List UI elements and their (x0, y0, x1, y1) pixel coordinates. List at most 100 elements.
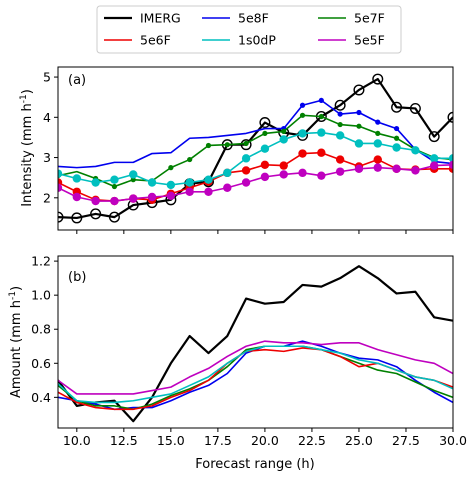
panel-a-point-5e7f (356, 123, 362, 129)
panel-a-point-5e7f (262, 130, 268, 137)
panel-a-series-line-5e8f (58, 99, 453, 169)
panel-a-point-5e5f (72, 192, 82, 202)
panel-b-y-axis-label: Amount (mm h-1) (8, 286, 24, 398)
panel-a-point-1s0dp (335, 131, 345, 140)
panel-a-point-5e7f (224, 142, 230, 148)
panel-a-point-5e7f (337, 121, 343, 128)
panel-a-point-imerg (90, 208, 102, 220)
panel-b-y-ticks: 0.4 0.6 0.8 1.0 1.2 (31, 254, 58, 405)
panel-a-y-tick-label: 3 (43, 150, 51, 165)
panel-a-y-tick-label: 5 (43, 70, 51, 85)
panel-b-series-line-5e5f (58, 340, 453, 395)
panel-b-series-line-1s0dp (58, 345, 453, 404)
panel-a-point-imerg (259, 117, 271, 129)
panel-b-x-tick-label: 15.0 (157, 433, 185, 448)
panel-a-point-5e7f (187, 156, 193, 163)
panel-a-point-5e7f (318, 113, 324, 120)
panel-b-x-tick-label: 17.5 (204, 433, 232, 448)
panel-a-point-5e6f (373, 155, 382, 164)
panel-a-point-5e5f (392, 164, 401, 174)
panel-b-frame (57, 255, 454, 429)
panel-b-x-tick-label: 10.0 (63, 433, 91, 448)
panel-a-point-1s0dp (72, 174, 82, 183)
panel-a-series (58, 73, 453, 224)
panel-a-point-5e5f (241, 178, 251, 187)
panel-a-point-5e8f (356, 109, 362, 116)
panel-a-point-5e8f (375, 119, 381, 125)
panel-a-point-1s0dp (223, 168, 232, 178)
panel-a-point-5e5f (279, 170, 288, 179)
panel-a-point-5e6f (279, 161, 288, 170)
panel-a-point-5e5f (298, 168, 307, 178)
panel-b-series-line-5e8f (58, 340, 453, 411)
panel-b-x-tick-label: 22.5 (298, 433, 326, 448)
panel-a-point-1s0dp (166, 180, 176, 190)
panel-a-point-5e7f (111, 183, 118, 190)
panel-a-point-5e5f (354, 164, 364, 174)
panel-a-point-1s0dp (91, 178, 100, 187)
x-axis-label: Forecast range (h) (195, 457, 314, 472)
panel-a-point-5e7f (168, 165, 174, 171)
panel-a-frame (57, 66, 454, 231)
legend-label-5e6f: 5e6F (140, 33, 171, 48)
panel-a-point-5e5f (317, 171, 326, 180)
panel-a-point-1s0dp (58, 169, 63, 178)
panel-b-x-tick-label: 20.0 (251, 433, 279, 448)
panel-a-point-imerg (409, 102, 421, 114)
panel-a-y-ticks: 2 3 4 5 (43, 70, 58, 205)
panel-a-point-1s0dp (298, 129, 307, 138)
panel-a-y-tick-label: 4 (43, 110, 51, 125)
panel-b-y-tick-label: 0.4 (31, 390, 51, 405)
panel-a-point-imerg (353, 84, 365, 96)
panel-a-point-5e6f (335, 155, 345, 164)
panel-a-point-5e7f (375, 130, 381, 137)
panel-a-point-5e5f (223, 183, 232, 192)
panel-a-point-5e5f (335, 167, 345, 176)
panel-a-series-line-5e5f (58, 164, 453, 202)
panel-a-y-tick-label: 2 (43, 190, 51, 205)
panel-a-point-imerg (71, 212, 83, 224)
panel-a-point-1s0dp (185, 178, 194, 187)
legend-label-5e5f: 5e5F (354, 33, 385, 48)
panel-b-label: (b) (68, 270, 86, 285)
panel-a-point-5e6f (260, 160, 270, 169)
panel-a-point-1s0dp (129, 170, 138, 179)
panel-a-point-5e5f (166, 191, 176, 200)
panel-a-point-5e5f (58, 183, 63, 192)
panel-a-point-5e5f (110, 196, 119, 206)
legend-label-5e8f: 5e8F (238, 11, 269, 26)
panel-a-point-imerg (108, 211, 120, 223)
panel-a-point-1s0dp (392, 143, 401, 152)
legend: IMERG 5e8F 5e7F 5e6F 1s0dP 5e5F (96, 5, 402, 54)
panel-a-label: (a) (68, 73, 86, 88)
panel-a-point-5e5f (129, 194, 138, 203)
panel-a-point-5e5f (429, 161, 439, 170)
panel-a-point-5e8f (337, 111, 343, 117)
panel-a-point-1s0dp (279, 135, 288, 144)
panel-a-point-imerg (240, 139, 252, 151)
panel-a-point-5e5f (204, 187, 213, 196)
panel-a-point-5e5f (260, 172, 270, 182)
panel-a-point-5e6f (241, 166, 251, 175)
panel-a-point-5e6f (317, 148, 326, 157)
panel-a-point-5e5f (373, 163, 382, 172)
panel-a-point-5e5f (411, 166, 420, 175)
panel-b-x-tick-label: 25.0 (345, 433, 373, 448)
panel-a-point-1s0dp (354, 139, 364, 148)
panel-b-x-tick-label: 30.0 (439, 433, 467, 448)
panel-b-y-tick-label: 1.2 (31, 254, 51, 269)
panel-a-point-5e5f (91, 196, 100, 206)
panel-a-point-imerg (372, 73, 384, 85)
panel-a-point-imerg (391, 101, 403, 113)
panel-a-point-5e5f (185, 187, 194, 196)
panel-b-x-ticks: 10.0 12.5 15.0 17.5 20.0 22.5 25.0 27.5 30.0 (63, 428, 467, 448)
panel-b-series-line-imerg (58, 265, 453, 423)
legend-label-imerg: IMERG (140, 11, 181, 26)
panel-a-series-line-imerg (58, 77, 453, 220)
panel-b-y-tick-label: 1.0 (31, 288, 51, 303)
legend-label-5e7f: 5e7F (354, 11, 385, 26)
panel-a-point-5e8f (393, 125, 400, 132)
panel-a-point-1s0dp (260, 144, 270, 153)
panel-b-y-tick-label: 0.8 (31, 322, 51, 337)
